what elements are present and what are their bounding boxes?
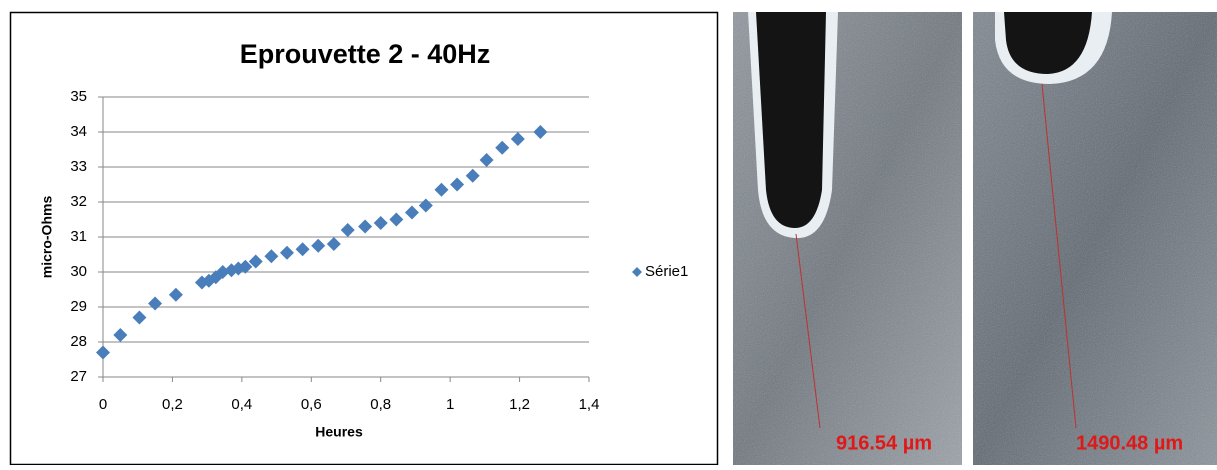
data-point [295,242,310,257]
data-point [418,198,433,213]
x-tick-label: 0,8 [370,396,391,413]
y-tick-label: 27 [70,368,87,385]
y-tick-label: 33 [70,158,87,175]
measurement-label: 1490.48 µm [1076,432,1183,454]
data-point [132,310,147,325]
data-point [533,125,548,139]
y-axis-title: micro-Ohms [39,196,55,279]
data-point [495,140,510,155]
data-point [389,212,404,227]
data-point [113,328,128,342]
x-tick-label: 0,6 [301,396,322,413]
data-point [148,296,163,311]
photo-1 [733,12,962,465]
chart-frame [9,11,719,466]
data-point [434,182,449,197]
data-point [340,223,355,237]
data-point [248,254,263,269]
data-point [465,168,480,183]
y-tick-label: 31 [70,228,87,245]
measurement-label: 916.54 µm [836,432,932,454]
data-point [479,153,494,167]
data-point [264,249,279,264]
y-tick-label: 32 [70,193,87,210]
x-axis-title: Heures [315,424,363,440]
data-point [238,259,253,274]
data-point [373,216,388,230]
x-tick-label: 1,2 [509,396,530,413]
x-tick-label: 0,4 [231,396,252,413]
y-tick-label: 28 [70,333,87,350]
x-tick-label: 0,2 [162,396,183,413]
x-tick-label: 1,4 [579,396,600,413]
data-point [96,345,110,360]
legend-marker [632,267,642,277]
y-tick-label: 34 [70,123,87,140]
data-point [168,287,183,302]
data-point [510,132,525,146]
data-point [279,245,294,260]
x-tick-label: 0 [99,396,107,413]
photo-2 [973,12,1217,465]
data-point [326,237,341,251]
data-point [358,219,373,234]
data-point [450,177,465,192]
y-tick-label: 29 [70,298,87,315]
y-tick-label: 35 [70,88,87,105]
data-point [311,238,326,253]
x-tick-label: 1 [446,396,454,413]
legend-label: Série1 [645,263,688,280]
y-tick-label: 30 [70,263,87,280]
chart-title: Eprouvette 2 - 40Hz [240,39,491,69]
data-point [404,205,419,220]
